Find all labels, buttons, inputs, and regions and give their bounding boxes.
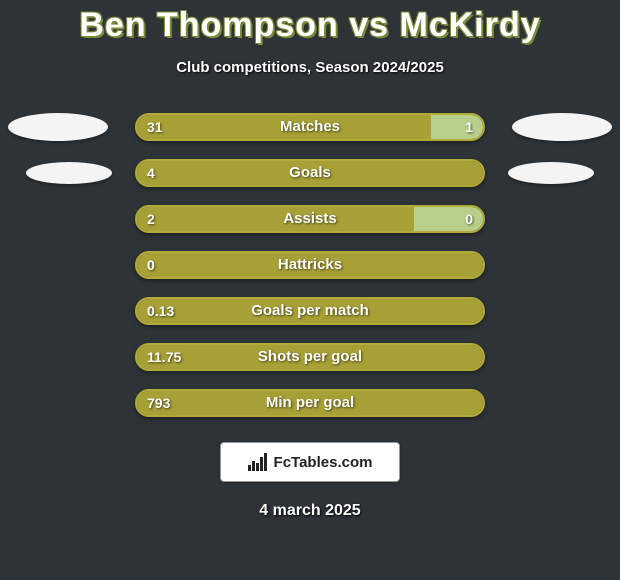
stat-label: Shots per goal (137, 345, 483, 369)
stat-label: Assists (137, 207, 483, 231)
stat-row: 793Min per goal (0, 380, 620, 426)
team-marker-right (508, 162, 594, 184)
stat-label: Hattricks (137, 253, 483, 277)
stat-label: Matches (137, 115, 483, 139)
stat-bar: 2Assists0 (135, 205, 485, 233)
stat-row: 0.13Goals per match (0, 288, 620, 334)
chart-icon (248, 453, 268, 471)
date-text: 4 march 2025 (0, 502, 620, 520)
team-marker-left (26, 162, 112, 184)
stat-label: Min per goal (137, 391, 483, 415)
stat-row: 31Matches1 (0, 104, 620, 150)
stat-bar: 4Goals (135, 159, 485, 187)
stat-row: 11.75Shots per goal (0, 334, 620, 380)
stat-bar: 0Hattricks (135, 251, 485, 279)
team-marker-left (8, 113, 108, 141)
stat-row: 4Goals (0, 150, 620, 196)
team-marker-right (512, 113, 612, 141)
stat-bar: 11.75Shots per goal (135, 343, 485, 371)
brand-text: FcTables.com (274, 454, 373, 471)
subtitle: Club competitions, Season 2024/2025 (0, 59, 620, 76)
stat-bar: 0.13Goals per match (135, 297, 485, 325)
stat-value-right: 0 (465, 207, 473, 231)
stat-row: 2Assists0 (0, 196, 620, 242)
stat-label: Goals per match (137, 299, 483, 323)
stat-bar: 31Matches1 (135, 113, 485, 141)
stats-container: 31Matches14Goals2Assists00Hattricks0.13G… (0, 104, 620, 426)
stat-label: Goals (137, 161, 483, 185)
brand-box: FcTables.com (220, 442, 400, 482)
stat-value-right: 1 (465, 115, 473, 139)
stat-row: 0Hattricks (0, 242, 620, 288)
stat-bar: 793Min per goal (135, 389, 485, 417)
page-title: Ben Thompson vs McKirdy (0, 0, 620, 45)
